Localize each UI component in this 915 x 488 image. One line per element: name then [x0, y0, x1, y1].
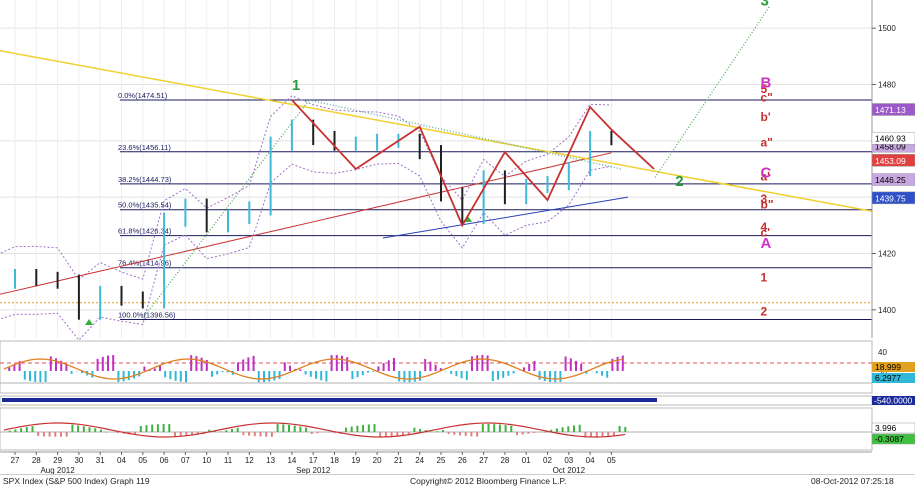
- x-month-label: Oct 2012: [553, 466, 586, 475]
- wave-label: b': [761, 110, 771, 124]
- bollinger-lower: [0, 162, 612, 341]
- wave-label: a': [761, 169, 771, 183]
- price-tag-label: 1458.09: [875, 142, 906, 152]
- x-tick-label: 17: [309, 456, 318, 465]
- elliott-wave-path: [291, 99, 655, 228]
- fib-level-label: 100.0%(1396.56): [118, 311, 176, 320]
- footer-copyright: Copyright© 2012 Bloomberg Finance L.P.: [410, 476, 567, 486]
- indicator-3-signal: [3, 422, 626, 438]
- price-tick-label: 1480: [878, 81, 896, 90]
- fib-level-label: 23.6%(1456.11): [118, 143, 171, 152]
- indicator-1-tag-label: 18.999: [875, 362, 901, 372]
- price-tag-box: [871, 103, 915, 116]
- wave-label: 3: [761, 192, 768, 206]
- x-tick-label: 10: [202, 456, 211, 465]
- wave-label: a": [761, 135, 773, 149]
- price-tag-label: 1460.93: [875, 134, 906, 144]
- x-tick-label: 30: [74, 456, 83, 465]
- wave-label: A: [761, 235, 772, 252]
- wave-label: 2: [675, 173, 683, 190]
- x-tick-label: 06: [160, 456, 169, 465]
- fib-level-label: 0.0%(1474.51): [118, 91, 168, 100]
- moving-average-line: [0, 152, 612, 295]
- x-tick-label: 28: [500, 456, 509, 465]
- indicator-3-tag-label: -0.3087: [875, 434, 904, 444]
- indicator-1-signal: [3, 358, 623, 380]
- wave-label: 4: [761, 220, 768, 234]
- price-tag-label: 1446.25: [875, 175, 906, 185]
- indicator-3-tag-box: [871, 422, 915, 434]
- footer-timestamp: 08-Oct-2012 07:25:18: [811, 476, 894, 486]
- x-tick-label: 03: [564, 456, 573, 465]
- wave-label: b": [761, 197, 774, 211]
- price-tag-box: [871, 154, 915, 167]
- indicator-1-tag-box: [872, 362, 915, 372]
- wave-label: 5: [761, 82, 768, 96]
- x-tick-label: 05: [138, 456, 147, 465]
- footer: SPX Index (S&P 500 Index) Graph 119 Copy…: [0, 474, 915, 488]
- indicator-2-tag-box: [872, 396, 915, 405]
- x-tick-label: 27: [11, 456, 20, 465]
- blue-support-line: [382, 196, 629, 239]
- x-tick-label: 19: [351, 456, 360, 465]
- x-tick-label: 11: [224, 456, 233, 465]
- x-tick-label: 31: [96, 456, 105, 465]
- wave-label: c': [761, 226, 771, 240]
- price-tag-label: 1453.09: [875, 156, 906, 166]
- price-tick-label: 1400: [878, 306, 896, 315]
- wave-label: c": [761, 90, 773, 104]
- x-tick-label: 14: [287, 456, 296, 465]
- x-tick-label: 12: [245, 456, 254, 465]
- x-month-label: Aug 2012: [40, 466, 75, 475]
- wave-label: B: [761, 74, 772, 91]
- wave-label: 3: [761, 0, 769, 10]
- x-tick-label: 25: [437, 456, 446, 465]
- x-tick-label: 13: [266, 456, 275, 465]
- fib-level-label: 76.4%(1414.96): [118, 259, 172, 268]
- x-tick-label: 24: [415, 456, 424, 465]
- x-tick-label: 04: [586, 456, 595, 465]
- x-tick-label: 26: [458, 456, 467, 465]
- green-impulse-line: [142, 99, 310, 319]
- indicator-2-band: [2, 398, 657, 402]
- x-tick-label: 07: [181, 456, 190, 465]
- footer-title: SPX Index (S&P 500 Index) Graph 119: [3, 476, 150, 486]
- price-tag-box: [871, 191, 915, 205]
- x-tick-label: 29: [53, 456, 62, 465]
- indicator-1-tag-box: [872, 373, 915, 383]
- price-tag-label: 1439.75: [875, 193, 906, 203]
- fib-level-label: 50.0%(1435.54): [118, 201, 172, 210]
- indicator-1-tick: 40: [878, 348, 887, 357]
- fib-level-label: 61.8%(1426.34): [118, 227, 172, 236]
- x-tick-label: 05: [607, 456, 616, 465]
- indicator-3-tag-box: [871, 433, 915, 445]
- fib-level-label: 38.2%(1444.73): [118, 175, 172, 184]
- x-tick-label: 20: [373, 456, 382, 465]
- price-tick-label: 1420: [878, 250, 896, 259]
- x-tick-label: 27: [479, 456, 488, 465]
- x-tick-label: 04: [117, 456, 126, 465]
- wave-label: C: [761, 164, 772, 181]
- indicator-2-tag-label: -540.0000: [874, 396, 913, 406]
- indicator-1-tag-label: 6.2977: [875, 373, 901, 383]
- yellow-downtrend-line: [0, 49, 873, 212]
- wave-label: 2: [761, 304, 768, 318]
- x-tick-label: 02: [543, 456, 552, 465]
- x-tick-label: 21: [394, 456, 403, 465]
- x-tick-label: 28: [32, 456, 41, 465]
- price-tag-box: [871, 173, 915, 186]
- price-tag-label: 1471.13: [875, 105, 906, 115]
- price-tag-box: [871, 131, 915, 145]
- wave-label: 1: [292, 77, 300, 94]
- x-month-label: Sep 2012: [296, 466, 331, 475]
- low-marker-triangle: [85, 319, 93, 325]
- x-tick-label: 18: [330, 456, 339, 465]
- wave-label: 1: [761, 271, 768, 285]
- teal-trend-line: [309, 99, 622, 170]
- bollinger-upper: [0, 95, 612, 281]
- x-tick-label: 01: [522, 456, 531, 465]
- indicator-3-tag-label: 3.996: [875, 423, 897, 433]
- price-tick-label: 1500: [878, 24, 896, 33]
